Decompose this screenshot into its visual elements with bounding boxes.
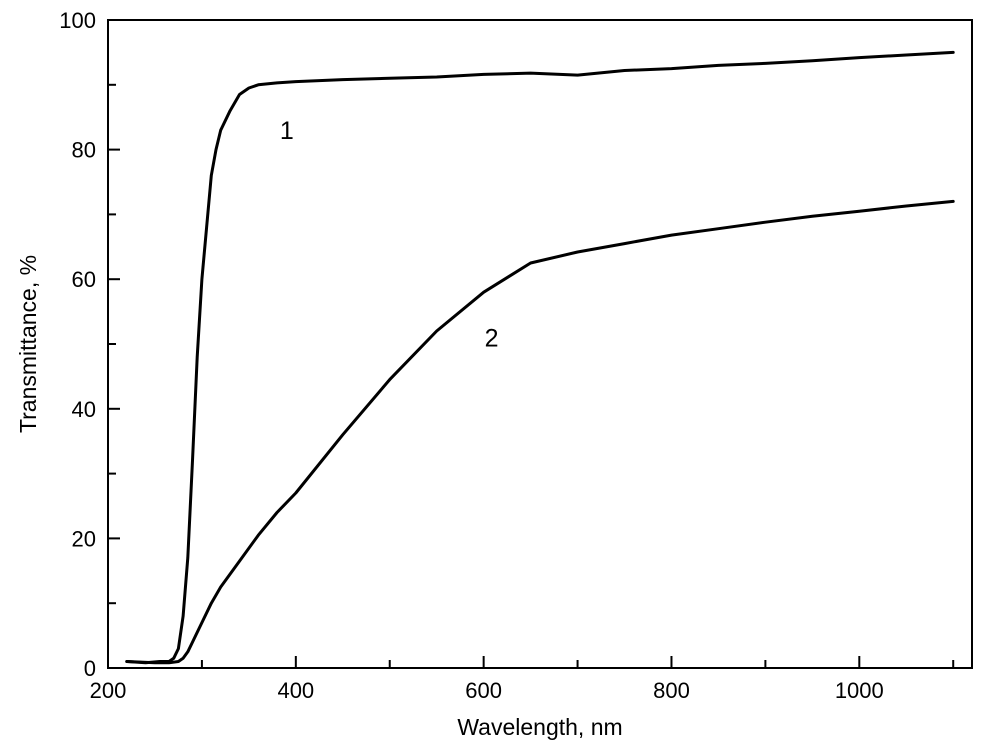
y-tick-label: 20	[72, 526, 96, 551]
axis-ticks	[107, 19, 955, 669]
series-2-line	[125, 199, 955, 665]
y-tick-label: 100	[59, 8, 96, 33]
y-tick-label: 60	[72, 267, 96, 292]
y-tick-label: 0	[84, 656, 96, 681]
x-tick-label: 1000	[835, 678, 884, 703]
y-axis-title: Transmittance, %	[15, 255, 41, 433]
y-tick-label: 80	[72, 138, 96, 163]
x-tick-label: 600	[465, 678, 502, 703]
x-axis-title: Wavelength, nm	[457, 714, 622, 740]
x-tick-label: 200	[90, 678, 127, 703]
y-tick-label: 40	[72, 397, 96, 422]
series-1-line	[125, 50, 955, 665]
axis-tick-labels: 200 400 600 800 1000 0 20 40 60 80 100	[59, 8, 883, 703]
x-tick-label: 400	[277, 678, 314, 703]
series-1-label: 1	[280, 117, 294, 145]
series-lines	[125, 50, 955, 665]
plot-frame	[107, 19, 973, 669]
x-tick-label: 800	[653, 678, 690, 703]
series-2-label: 2	[485, 325, 499, 353]
